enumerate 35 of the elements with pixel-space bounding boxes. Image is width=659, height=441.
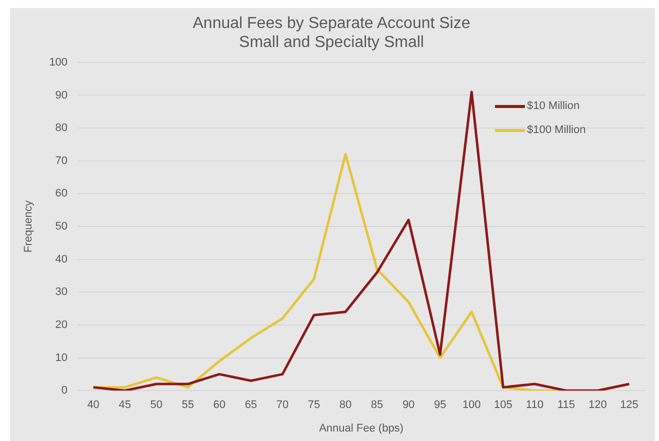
x-tick-label: 75 (308, 399, 320, 412)
y-tick-label: 50 (55, 220, 68, 233)
y-tick-label: 10 (55, 352, 68, 364)
x-tick-label: 100 (462, 399, 481, 412)
x-tick-label: 45 (118, 399, 131, 412)
x-tick-label: 90 (402, 399, 415, 412)
x-tick-label: 115 (557, 399, 575, 412)
y-axis-title: Frequency (22, 200, 35, 252)
y-tick-label: 40 (55, 253, 68, 266)
x-tick-label: 95 (434, 399, 446, 412)
y-tick-label: 100 (49, 56, 68, 68)
x-tick-label: 80 (339, 399, 352, 412)
y-tick-label: 60 (55, 188, 68, 200)
y-tick-label: 70 (55, 154, 68, 167)
y-tick-label: 90 (55, 89, 68, 102)
x-tick-label: 125 (620, 399, 638, 412)
y-tick-label: 30 (55, 286, 68, 298)
y-tick-label: 80 (55, 122, 68, 134)
x-tick-label: 55 (182, 399, 194, 412)
x-tick-label: 110 (526, 399, 544, 412)
x-tick-label: 85 (370, 399, 384, 412)
x-tick-label: 70 (276, 399, 289, 412)
legend-label: $10 Million (527, 100, 580, 112)
x-tick-label: 105 (494, 399, 512, 412)
x-tick-label: 120 (588, 399, 607, 412)
x-tick-label: 40 (87, 399, 100, 412)
y-tick-label: 20 (55, 318, 68, 331)
x-tick-label: 50 (150, 399, 162, 412)
x-tick-label: 60 (213, 399, 226, 412)
x-tick-label: 65 (244, 399, 258, 412)
y-tick-label: 0 (61, 384, 68, 397)
x-axis-title: Annual Fee (bps) (319, 422, 404, 434)
chart-title: Annual Fees by Separate Account Size (192, 15, 470, 32)
legend-label: $100 Million (527, 124, 586, 136)
chart-subtitle: Small and Specialty Small (239, 34, 424, 52)
